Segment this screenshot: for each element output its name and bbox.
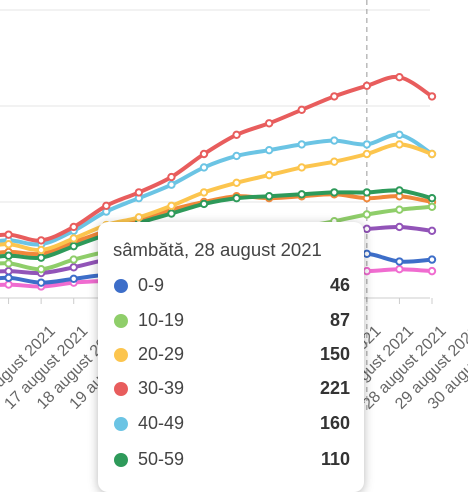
data-point: [330, 188, 339, 197]
data-point: [36, 278, 46, 287]
data-point: [232, 193, 241, 203]
tooltip-row-50-59: 50-59 110: [112, 449, 350, 473]
data-point: [264, 119, 274, 128]
tooltip-label: 30-39: [138, 378, 185, 398]
data-point: [36, 265, 46, 274]
data-point: [427, 149, 437, 159]
tooltip-value: 150: [319, 344, 350, 364]
series-marker-50-59: [114, 453, 128, 467]
tooltip-row-10-19: 10-19 87: [112, 310, 350, 334]
data-point: [69, 241, 78, 251]
data-point: [4, 273, 13, 283]
tooltip-value: 110: [320, 449, 350, 469]
data-point: [395, 140, 404, 149]
series-40-49: [0, 130, 437, 249]
data-point: [134, 188, 144, 197]
grid-lines: [0, 9, 430, 203]
data-point: [427, 92, 437, 101]
series-20-29: [0, 140, 437, 255]
tooltip: sâmbătă, 28 august 2021 0-9 46 10-19 87 …: [98, 222, 364, 492]
data-point: [264, 145, 274, 155]
data-point: [395, 205, 404, 214]
data-point: [167, 180, 176, 189]
data-point: [362, 81, 372, 91]
tooltip-label: 40-49: [138, 413, 185, 433]
data-point: [102, 201, 111, 211]
data-point: [69, 234, 78, 243]
tooltip-value: 160: [319, 413, 350, 433]
tooltip-row-30-39: 30-39 221: [112, 378, 350, 402]
data-point: [69, 263, 78, 272]
tooltip-label: 0-9: [138, 275, 165, 295]
data-point: [232, 178, 241, 188]
data-point: [199, 149, 209, 159]
data-point: [264, 192, 274, 201]
data-point: [362, 149, 372, 159]
data-point: [362, 140, 372, 149]
tooltip-value: 46: [329, 275, 350, 295]
data-point: [4, 251, 13, 260]
data-point: [4, 240, 13, 249]
data-point: [297, 190, 306, 199]
tooltip-row-20-29: 20-29 150: [112, 344, 350, 368]
tooltip-label: 20-29: [138, 344, 185, 364]
data-point: [330, 136, 339, 145]
data-point: [427, 202, 437, 212]
tooltip-value: 87: [329, 310, 350, 330]
data-point: [36, 236, 46, 245]
tooltip-row-0-9: 0-9 46: [112, 275, 350, 299]
series-marker-30-39: [114, 382, 128, 396]
data-point: [297, 163, 306, 172]
data-point: [134, 213, 144, 222]
data-point: [199, 163, 209, 172]
series-30-39: [0, 73, 437, 245]
data-point: [395, 73, 404, 82]
data-point: [69, 255, 78, 264]
data-point: [36, 253, 46, 262]
series-marker-40-49: [114, 417, 128, 431]
data-point: [427, 266, 437, 276]
data-point: [199, 199, 209, 209]
data-point: [4, 280, 13, 289]
data-point: [4, 259, 13, 268]
data-point: [330, 92, 339, 101]
data-point: [167, 201, 176, 211]
data-point: [395, 257, 404, 266]
data-point: [232, 151, 241, 161]
data-point: [167, 172, 176, 182]
data-point: [167, 209, 176, 218]
data-point: [362, 266, 372, 276]
data-point: [362, 188, 372, 197]
data-point: [427, 255, 437, 264]
series-marker-0-9: [114, 279, 128, 293]
series-marker-20-29: [114, 348, 128, 362]
data-point: [362, 210, 372, 219]
data-point: [199, 188, 209, 197]
data-point: [36, 245, 46, 255]
data-point: [297, 140, 306, 149]
data-point: [427, 226, 437, 236]
data-point: [264, 170, 274, 180]
data-point: [4, 266, 13, 276]
data-point: [330, 157, 339, 166]
data-point: [395, 265, 404, 274]
data-point: [232, 130, 241, 140]
tooltip-label: 50-59: [138, 449, 185, 469]
tooltip-title: sâmbătă, 28 august 2021: [113, 239, 322, 260]
data-point: [395, 222, 404, 232]
data-point: [395, 186, 404, 195]
data-point: [4, 230, 13, 239]
data-point: [362, 249, 372, 259]
data-point: [69, 222, 78, 232]
data-point: [297, 105, 306, 115]
tooltip-row-40-49: 40-49 160: [112, 413, 350, 437]
tooltip-value: 221: [319, 378, 350, 398]
series-marker-10-19: [114, 314, 128, 328]
data-point: [69, 274, 78, 283]
data-point: [362, 224, 372, 234]
data-point: [395, 130, 404, 140]
tooltip-label: 10-19: [138, 310, 185, 330]
data-point: [427, 193, 437, 203]
